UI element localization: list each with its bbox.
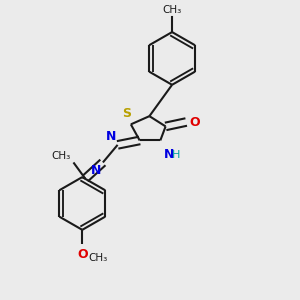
Text: S: S: [122, 107, 131, 120]
Text: N: N: [106, 130, 116, 142]
Text: H: H: [172, 150, 181, 160]
Text: O: O: [77, 248, 88, 261]
Text: O: O: [189, 116, 200, 128]
Text: CH₃: CH₃: [89, 253, 108, 263]
Text: N: N: [164, 148, 174, 161]
Text: CH₃: CH₃: [52, 151, 71, 161]
Text: N: N: [91, 164, 101, 177]
Text: CH₃: CH₃: [163, 5, 182, 15]
